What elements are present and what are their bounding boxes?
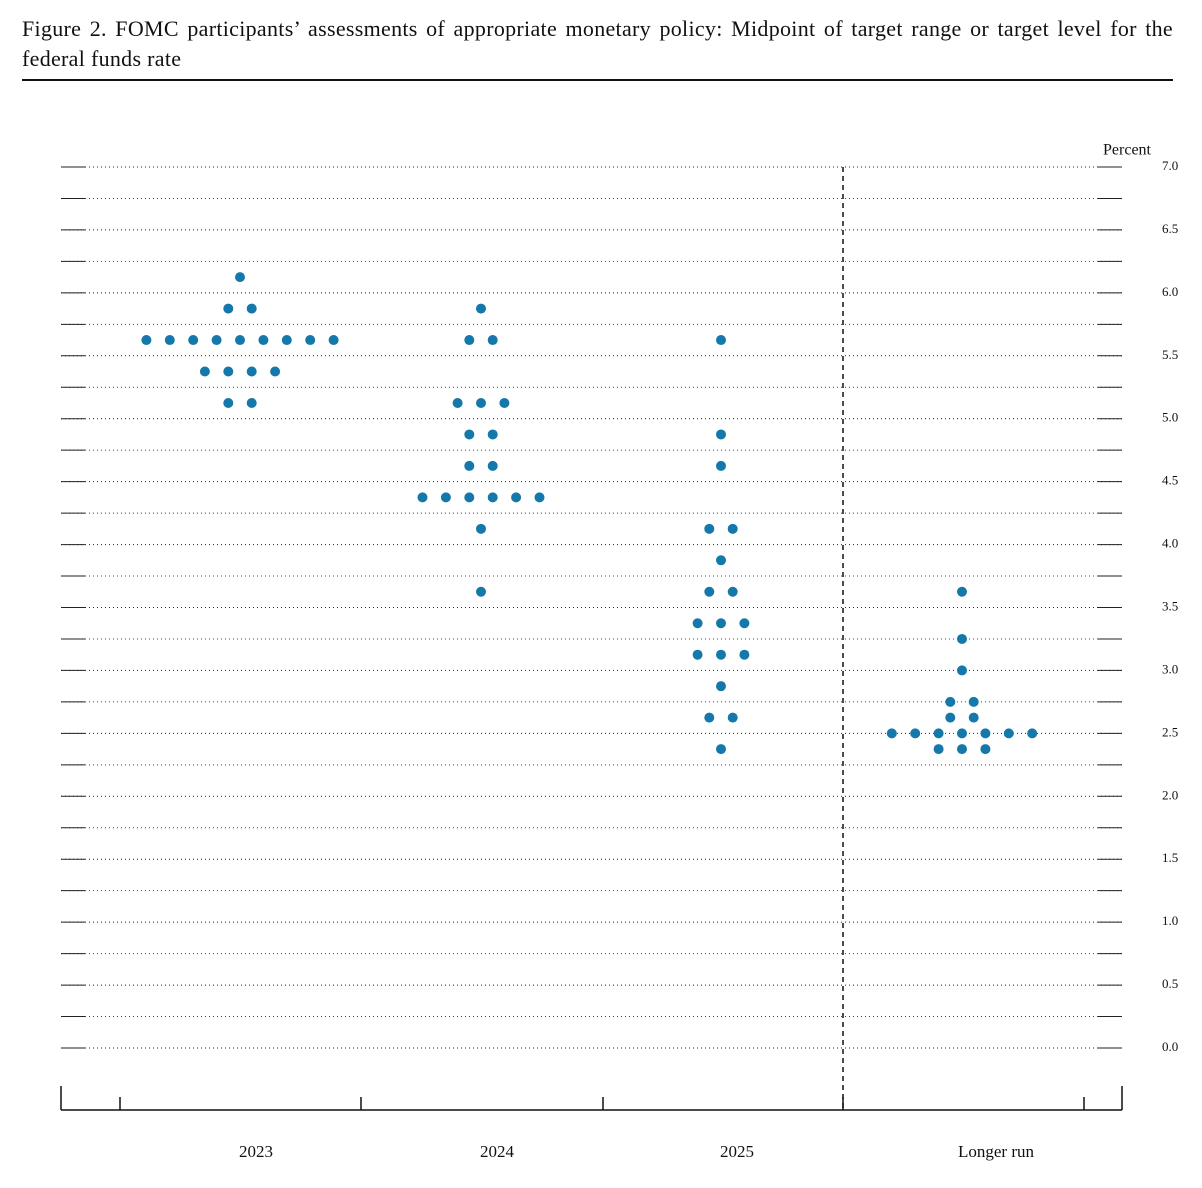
dot — [716, 681, 726, 692]
y-tick-label: 0.5 — [1162, 976, 1178, 991]
dot — [476, 586, 486, 597]
dot — [328, 335, 339, 346]
dot — [235, 335, 245, 346]
dot — [716, 618, 726, 629]
y-tick-label: 2.5 — [1162, 724, 1178, 739]
dot — [452, 397, 463, 408]
dot — [141, 335, 152, 346]
dot — [464, 335, 475, 346]
dot — [246, 366, 257, 377]
dot — [957, 728, 967, 739]
dot — [945, 712, 956, 723]
dot — [476, 303, 486, 314]
dot — [164, 335, 175, 346]
dot — [270, 366, 281, 377]
dot — [199, 366, 210, 377]
y-tick-label: 1.5 — [1162, 850, 1178, 865]
dot — [933, 728, 944, 739]
dot — [727, 712, 738, 723]
y-tick-label: 7.0 — [1162, 158, 1178, 173]
dot — [476, 523, 486, 534]
dot — [945, 696, 956, 707]
dot — [739, 649, 750, 660]
dot — [980, 744, 991, 755]
dot — [957, 633, 967, 644]
dot — [476, 397, 486, 408]
dot — [727, 523, 738, 534]
y-tick-label: 0.0 — [1162, 1039, 1178, 1054]
dot — [968, 696, 979, 707]
y-tick-label: 6.5 — [1162, 221, 1178, 236]
dot — [910, 728, 921, 739]
dot — [980, 728, 991, 739]
dot — [223, 397, 234, 408]
dot — [223, 303, 234, 314]
dot — [417, 492, 428, 503]
dot — [440, 492, 451, 503]
dot — [1027, 728, 1038, 739]
dot — [246, 303, 257, 314]
y-tick-label: 5.5 — [1162, 347, 1178, 362]
dot — [305, 335, 316, 346]
dot — [1003, 728, 1014, 739]
y-tick-label: 5.0 — [1162, 410, 1178, 425]
dot — [534, 492, 545, 503]
dot — [464, 492, 475, 503]
y-tick-label: 4.5 — [1162, 473, 1178, 488]
x-tick-label: 2023 — [239, 1142, 273, 1161]
y-tick-label: 4.0 — [1162, 536, 1178, 551]
dot — [464, 460, 475, 471]
dot — [281, 335, 292, 346]
dot — [211, 335, 222, 346]
dot — [716, 460, 726, 471]
dot — [246, 397, 257, 408]
dot — [499, 397, 510, 408]
dot — [716, 555, 726, 566]
dot — [968, 712, 979, 723]
dot — [223, 366, 234, 377]
dot — [487, 429, 498, 440]
x-tick-label: 2025 — [720, 1142, 754, 1161]
x-tick-label: 2024 — [480, 1142, 515, 1161]
y-tick-label: 2.0 — [1162, 787, 1178, 802]
y-tick-label: 3.5 — [1162, 598, 1178, 613]
dot — [727, 586, 738, 597]
dot — [258, 335, 269, 346]
dot — [188, 335, 199, 346]
dot — [716, 649, 726, 660]
dot — [235, 272, 245, 283]
dot — [957, 744, 967, 755]
dot — [704, 712, 715, 723]
x-tick-label: Longer run — [958, 1142, 1035, 1161]
dot — [739, 618, 750, 629]
y-axis-label: Percent — [1103, 142, 1152, 159]
y-tick-label: 3.0 — [1162, 661, 1178, 676]
y-tick-label: 6.0 — [1162, 284, 1178, 299]
dot — [692, 649, 703, 660]
dot — [511, 492, 522, 503]
dot — [886, 728, 897, 739]
dot — [487, 335, 498, 346]
dot — [487, 460, 498, 471]
dot — [716, 335, 726, 346]
dot — [957, 586, 967, 597]
chart-title: Figure 2. FOMC participants’ assessments… — [22, 16, 1173, 71]
dot — [957, 665, 967, 676]
dot — [692, 618, 703, 629]
dot — [716, 429, 726, 440]
y-tick-label: 1.0 — [1162, 913, 1178, 928]
dot — [933, 744, 944, 755]
dot — [487, 492, 498, 503]
dot — [704, 586, 715, 597]
dot — [704, 523, 715, 534]
dot — [464, 429, 475, 440]
dot — [716, 744, 726, 755]
